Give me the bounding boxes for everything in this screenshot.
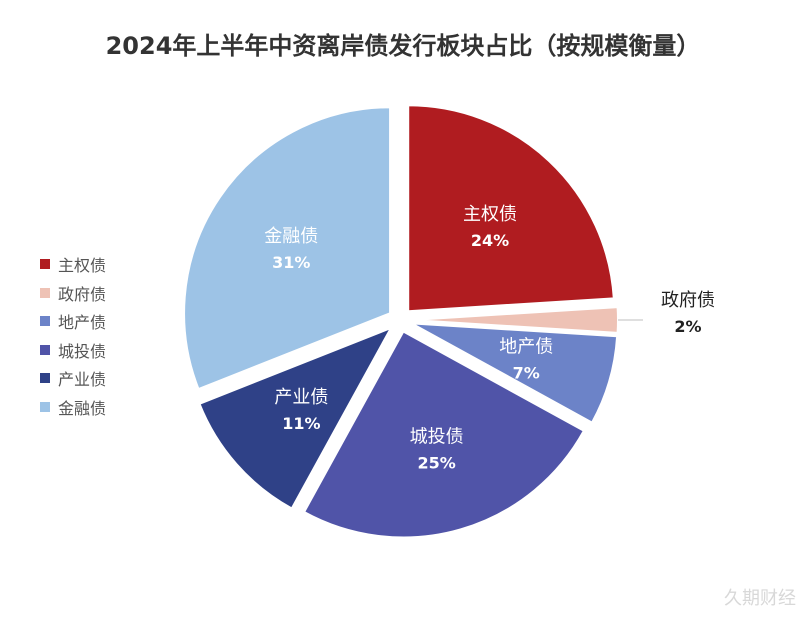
legend-label: 城投债: [58, 341, 107, 361]
legend-label: 地产债: [58, 313, 107, 333]
legend-swatch: [40, 316, 50, 327]
legend-swatch: [40, 344, 50, 355]
watermark: 久期财经: [724, 588, 796, 609]
legend-label: 政府债: [58, 284, 107, 304]
legend-item: 主权债: [40, 250, 106, 279]
slice-label: 地产债: [499, 337, 553, 358]
pie-slice: [183, 106, 392, 391]
legend-item: 政府债: [40, 279, 106, 308]
legend-swatch: [40, 287, 50, 298]
legend-swatch: [40, 401, 50, 412]
slice-label: 城投债: [410, 426, 464, 447]
legend: 主权债政府债地产债城投债产业债金融债: [40, 250, 106, 421]
pie-slice: [407, 104, 615, 313]
slice-label: 金融债: [264, 226, 318, 247]
legend-swatch: [40, 373, 50, 384]
slice-value-label: 2%: [674, 317, 701, 336]
slice-label: 政府债: [661, 290, 715, 311]
slice-value-label: 25%: [418, 453, 456, 472]
slice-label: 产业债: [274, 387, 328, 408]
slice-value-label: 11%: [282, 414, 320, 433]
pie-slice: [302, 330, 586, 539]
legend-label: 产业债: [58, 370, 107, 390]
legend-item: 产业债: [40, 364, 106, 393]
legend-item: 城投债: [40, 336, 106, 365]
slice-value-label: 7%: [513, 364, 540, 383]
slice-value-label: 31%: [272, 253, 310, 272]
slice-label: 主权债: [463, 204, 517, 225]
pie-slice: [411, 322, 619, 424]
chart-title: 2024年上半年中资离岸债发行板块占比（按规模衡量）: [105, 32, 701, 60]
legend-label: 主权债: [58, 256, 107, 276]
slice-value-label: 24%: [471, 231, 509, 250]
legend-item: 金融债: [40, 393, 106, 422]
legend-swatch: [40, 259, 50, 270]
legend-item: 地产债: [40, 307, 106, 336]
pie-slice: [198, 325, 394, 510]
legend-label: 金融债: [58, 398, 107, 418]
